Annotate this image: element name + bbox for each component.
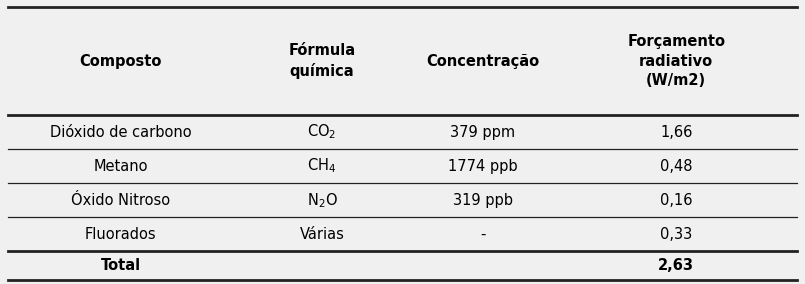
Text: Composto: Composto: [80, 54, 162, 68]
Text: 1,66: 1,66: [660, 125, 692, 139]
Text: Dióxido de carbono: Dióxido de carbono: [50, 125, 192, 139]
Text: -: -: [481, 227, 485, 242]
Text: Fórmula
química: Fórmula química: [288, 43, 356, 79]
Text: Total: Total: [101, 258, 141, 273]
Text: Fluorados: Fluorados: [85, 227, 156, 242]
Text: 379 ppm: 379 ppm: [451, 125, 515, 139]
Text: Metano: Metano: [93, 159, 148, 174]
Text: 2,63: 2,63: [658, 258, 694, 273]
Text: 0,16: 0,16: [660, 193, 692, 208]
Text: CH$_4$: CH$_4$: [308, 157, 336, 176]
Text: Concentração: Concentração: [427, 54, 539, 68]
Text: Forçamento
radiativo
(W/m2): Forçamento radiativo (W/m2): [627, 34, 725, 88]
Text: 319 ppb: 319 ppb: [453, 193, 513, 208]
Text: CO$_2$: CO$_2$: [308, 123, 336, 141]
Text: 1774 ppb: 1774 ppb: [448, 159, 518, 174]
Text: N$_2$O: N$_2$O: [307, 191, 337, 210]
Text: Várias: Várias: [299, 227, 345, 242]
Text: 0,48: 0,48: [660, 159, 692, 174]
Text: Óxido Nitroso: Óxido Nitroso: [71, 193, 171, 208]
Text: 0,33: 0,33: [660, 227, 692, 242]
